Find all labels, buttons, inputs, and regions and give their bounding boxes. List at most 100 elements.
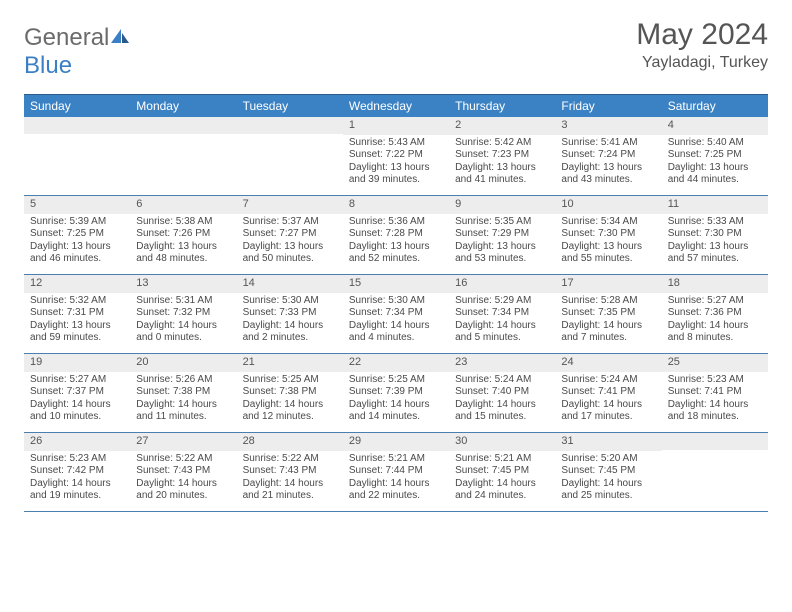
day-number — [662, 433, 768, 450]
sunset-line: Sunset: 7:45 PM — [561, 465, 655, 478]
sunset-line: Sunset: 7:25 PM — [30, 228, 124, 241]
daylight-line: Daylight: 14 hours and 21 minutes. — [243, 478, 337, 503]
sunrise-line: Sunrise: 5:36 AM — [349, 216, 443, 229]
day-number: 11 — [662, 196, 768, 214]
day-info: Sunrise: 5:41 AMSunset: 7:24 PMDaylight:… — [555, 135, 661, 191]
sunset-line: Sunset: 7:30 PM — [668, 228, 762, 241]
calendar-week: 12Sunrise: 5:32 AMSunset: 7:31 PMDayligh… — [24, 275, 768, 354]
day-number: 26 — [24, 433, 130, 451]
sunrise-line: Sunrise: 5:32 AM — [30, 295, 124, 308]
calendar-day: 7Sunrise: 5:37 AMSunset: 7:27 PMDaylight… — [237, 196, 343, 274]
sunrise-line: Sunrise: 5:23 AM — [30, 453, 124, 466]
sunrise-line: Sunrise: 5:38 AM — [136, 216, 230, 229]
dow-fri: Friday — [555, 95, 661, 117]
page-header: GeneralBlue May 2024 Yayladagi, Turkey — [24, 18, 768, 80]
day-info: Sunrise: 5:30 AMSunset: 7:33 PMDaylight:… — [237, 293, 343, 349]
daylight-line: Daylight: 14 hours and 7 minutes. — [561, 320, 655, 345]
calendar-day: 24Sunrise: 5:24 AMSunset: 7:41 PMDayligh… — [555, 354, 661, 432]
daylight-line: Daylight: 14 hours and 22 minutes. — [349, 478, 443, 503]
weeks-container: 1Sunrise: 5:43 AMSunset: 7:22 PMDaylight… — [24, 117, 768, 512]
sunrise-line: Sunrise: 5:24 AM — [561, 374, 655, 387]
day-number: 23 — [449, 354, 555, 372]
daylight-line: Daylight: 13 hours and 44 minutes. — [668, 162, 762, 187]
calendar-day — [24, 117, 130, 195]
calendar-page: GeneralBlue May 2024 Yayladagi, Turkey S… — [0, 0, 792, 530]
day-info: Sunrise: 5:29 AMSunset: 7:34 PMDaylight:… — [449, 293, 555, 349]
sunrise-line: Sunrise: 5:22 AM — [136, 453, 230, 466]
day-info: Sunrise: 5:43 AMSunset: 7:22 PMDaylight:… — [343, 135, 449, 191]
daylight-line: Daylight: 14 hours and 19 minutes. — [30, 478, 124, 503]
sunset-line: Sunset: 7:43 PM — [243, 465, 337, 478]
daylight-line: Daylight: 14 hours and 2 minutes. — [243, 320, 337, 345]
sunset-line: Sunset: 7:35 PM — [561, 307, 655, 320]
day-number: 12 — [24, 275, 130, 293]
sunrise-line: Sunrise: 5:30 AM — [243, 295, 337, 308]
sunrise-line: Sunrise: 5:39 AM — [30, 216, 124, 229]
sunset-line: Sunset: 7:38 PM — [243, 386, 337, 399]
calendar-day: 26Sunrise: 5:23 AMSunset: 7:42 PMDayligh… — [24, 433, 130, 511]
day-info: Sunrise: 5:40 AMSunset: 7:25 PMDaylight:… — [662, 135, 768, 191]
day-info: Sunrise: 5:32 AMSunset: 7:31 PMDaylight:… — [24, 293, 130, 349]
daylight-line: Daylight: 13 hours and 43 minutes. — [561, 162, 655, 187]
sunset-line: Sunset: 7:30 PM — [561, 228, 655, 241]
calendar-week: 5Sunrise: 5:39 AMSunset: 7:25 PMDaylight… — [24, 196, 768, 275]
day-info: Sunrise: 5:25 AMSunset: 7:39 PMDaylight:… — [343, 372, 449, 428]
daylight-line: Daylight: 13 hours and 52 minutes. — [349, 241, 443, 266]
day-number: 19 — [24, 354, 130, 372]
calendar-day: 17Sunrise: 5:28 AMSunset: 7:35 PMDayligh… — [555, 275, 661, 353]
day-number: 5 — [24, 196, 130, 214]
day-info: Sunrise: 5:28 AMSunset: 7:35 PMDaylight:… — [555, 293, 661, 349]
brand-part1: General — [24, 24, 109, 51]
calendar-day: 28Sunrise: 5:22 AMSunset: 7:43 PMDayligh… — [237, 433, 343, 511]
daylight-line: Daylight: 14 hours and 4 minutes. — [349, 320, 443, 345]
sunset-line: Sunset: 7:28 PM — [349, 228, 443, 241]
day-info: Sunrise: 5:42 AMSunset: 7:23 PMDaylight:… — [449, 135, 555, 191]
day-info: Sunrise: 5:24 AMSunset: 7:41 PMDaylight:… — [555, 372, 661, 428]
sunset-line: Sunset: 7:29 PM — [455, 228, 549, 241]
daylight-line: Daylight: 13 hours and 46 minutes. — [30, 241, 124, 266]
calendar-day: 5Sunrise: 5:39 AMSunset: 7:25 PMDaylight… — [24, 196, 130, 274]
sunrise-line: Sunrise: 5:24 AM — [455, 374, 549, 387]
calendar-day: 30Sunrise: 5:21 AMSunset: 7:45 PMDayligh… — [449, 433, 555, 511]
daylight-line: Daylight: 14 hours and 12 minutes. — [243, 399, 337, 424]
day-number: 21 — [237, 354, 343, 372]
daylight-line: Daylight: 14 hours and 5 minutes. — [455, 320, 549, 345]
sunset-line: Sunset: 7:43 PM — [136, 465, 230, 478]
calendar-day: 19Sunrise: 5:27 AMSunset: 7:37 PMDayligh… — [24, 354, 130, 432]
day-number: 7 — [237, 196, 343, 214]
sunset-line: Sunset: 7:34 PM — [349, 307, 443, 320]
day-number: 17 — [555, 275, 661, 293]
daylight-line: Daylight: 13 hours and 50 minutes. — [243, 241, 337, 266]
sunrise-line: Sunrise: 5:21 AM — [349, 453, 443, 466]
day-info: Sunrise: 5:39 AMSunset: 7:25 PMDaylight:… — [24, 214, 130, 270]
day-number: 28 — [237, 433, 343, 451]
day-number: 30 — [449, 433, 555, 451]
calendar-day: 22Sunrise: 5:25 AMSunset: 7:39 PMDayligh… — [343, 354, 449, 432]
daylight-line: Daylight: 14 hours and 8 minutes. — [668, 320, 762, 345]
calendar-day: 2Sunrise: 5:42 AMSunset: 7:23 PMDaylight… — [449, 117, 555, 195]
sunset-line: Sunset: 7:38 PM — [136, 386, 230, 399]
calendar-day: 12Sunrise: 5:32 AMSunset: 7:31 PMDayligh… — [24, 275, 130, 353]
day-info: Sunrise: 5:22 AMSunset: 7:43 PMDaylight:… — [130, 451, 236, 507]
calendar-day: 20Sunrise: 5:26 AMSunset: 7:38 PMDayligh… — [130, 354, 236, 432]
day-number: 9 — [449, 196, 555, 214]
day-info: Sunrise: 5:35 AMSunset: 7:29 PMDaylight:… — [449, 214, 555, 270]
day-number — [130, 117, 236, 134]
dow-thu: Thursday — [449, 95, 555, 117]
day-info: Sunrise: 5:25 AMSunset: 7:38 PMDaylight:… — [237, 372, 343, 428]
daylight-line: Daylight: 14 hours and 25 minutes. — [561, 478, 655, 503]
sunrise-line: Sunrise: 5:42 AM — [455, 137, 549, 150]
calendar-day: 27Sunrise: 5:22 AMSunset: 7:43 PMDayligh… — [130, 433, 236, 511]
day-number: 25 — [662, 354, 768, 372]
calendar-day: 8Sunrise: 5:36 AMSunset: 7:28 PMDaylight… — [343, 196, 449, 274]
day-info: Sunrise: 5:30 AMSunset: 7:34 PMDaylight:… — [343, 293, 449, 349]
calendar-day: 21Sunrise: 5:25 AMSunset: 7:38 PMDayligh… — [237, 354, 343, 432]
daylight-line: Daylight: 14 hours and 14 minutes. — [349, 399, 443, 424]
sunset-line: Sunset: 7:26 PM — [136, 228, 230, 241]
day-number — [24, 117, 130, 134]
daylight-line: Daylight: 13 hours and 48 minutes. — [136, 241, 230, 266]
calendar-week: 1Sunrise: 5:43 AMSunset: 7:22 PMDaylight… — [24, 117, 768, 196]
sunset-line: Sunset: 7:24 PM — [561, 149, 655, 162]
sunrise-line: Sunrise: 5:31 AM — [136, 295, 230, 308]
daylight-line: Daylight: 14 hours and 15 minutes. — [455, 399, 549, 424]
